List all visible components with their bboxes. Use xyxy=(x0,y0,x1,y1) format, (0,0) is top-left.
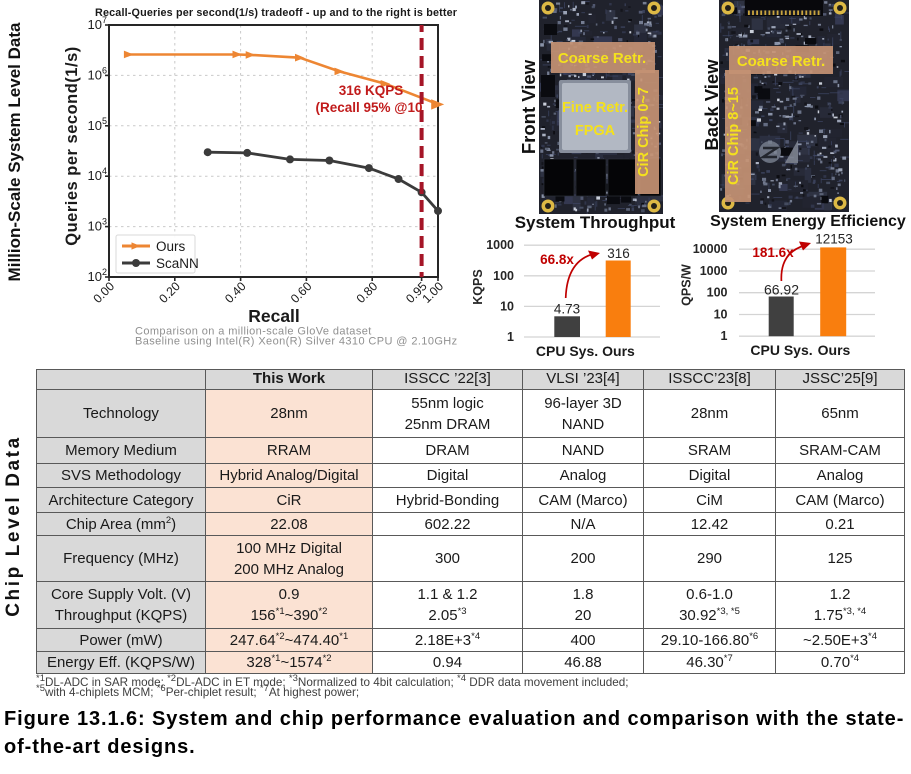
svg-text:Baseline using Intel(R) Xeon(R: Baseline using Intel(R) Xeon(R) Silver 4… xyxy=(135,336,458,348)
svg-text:Recall-Queries per second(1/s): Recall-Queries per second(1/s) tradeoff … xyxy=(95,7,458,19)
svg-text:10: 10 xyxy=(88,17,102,32)
svg-text:KQPS: KQPS xyxy=(471,269,485,304)
svg-text:Queries per second(1/s): Queries per second(1/s) xyxy=(63,46,81,246)
svg-text:7: 7 xyxy=(102,15,107,25)
svg-text:10: 10 xyxy=(714,308,728,322)
svg-text:FPGA: FPGA xyxy=(575,123,616,139)
svg-text:3: 3 xyxy=(102,217,107,227)
svg-text:10: 10 xyxy=(88,118,102,133)
svg-text:10: 10 xyxy=(88,67,102,82)
svg-text:10: 10 xyxy=(88,269,102,284)
svg-text:66.92: 66.92 xyxy=(764,282,799,298)
svg-text:66.8x: 66.8x xyxy=(540,252,574,267)
svg-text:316 KQPS: 316 KQPS xyxy=(339,83,404,98)
svg-text:CPU Sys.: CPU Sys. xyxy=(536,343,598,359)
svg-text:ScaNN: ScaNN xyxy=(156,256,199,271)
svg-text:Recall: Recall xyxy=(248,306,300,326)
svg-text:5: 5 xyxy=(102,116,107,126)
svg-text:2: 2 xyxy=(102,267,107,277)
svg-text:CiR Chip 8~15: CiR Chip 8~15 xyxy=(726,87,742,185)
svg-text:1000: 1000 xyxy=(700,264,728,278)
svg-text:1000: 1000 xyxy=(486,238,514,252)
svg-text:10: 10 xyxy=(88,219,102,234)
svg-text:6: 6 xyxy=(102,65,107,75)
svg-text:1: 1 xyxy=(507,330,514,344)
svg-text:10: 10 xyxy=(88,168,102,183)
svg-text:10000: 10000 xyxy=(693,242,728,256)
svg-text:CPU Sys.: CPU Sys. xyxy=(750,342,812,358)
svg-text:4.73: 4.73 xyxy=(554,301,580,316)
svg-text:100: 100 xyxy=(493,269,514,283)
svg-text:Comparison on a million-scale: Comparison on a million-scale GloVe data… xyxy=(135,326,372,338)
svg-text:QPS/W: QPS/W xyxy=(680,264,694,306)
svg-text:Coarse Retr.: Coarse Retr. xyxy=(558,50,646,67)
svg-text:Ours: Ours xyxy=(602,343,635,359)
svg-text:181.6x: 181.6x xyxy=(752,245,794,260)
svg-text:12153: 12153 xyxy=(815,231,853,246)
svg-text:Ours: Ours xyxy=(156,239,186,254)
svg-text:100: 100 xyxy=(707,286,728,300)
svg-text:(Recall 95% @10: (Recall 95% @10 xyxy=(316,100,423,115)
svg-text:Coarse Retr.: Coarse Retr. xyxy=(737,53,825,70)
svg-text:1: 1 xyxy=(721,329,728,343)
svg-text:4: 4 xyxy=(102,166,107,176)
svg-text:Fine Retr.: Fine Retr. xyxy=(562,100,628,116)
svg-text:CiR Chip 0~7: CiR Chip 0~7 xyxy=(636,87,652,177)
svg-text:316: 316 xyxy=(607,246,630,261)
svg-text:10: 10 xyxy=(500,299,514,313)
svg-text:Chip Level Data: Chip Level Data xyxy=(3,435,24,617)
svg-text:Ours: Ours xyxy=(818,342,851,358)
